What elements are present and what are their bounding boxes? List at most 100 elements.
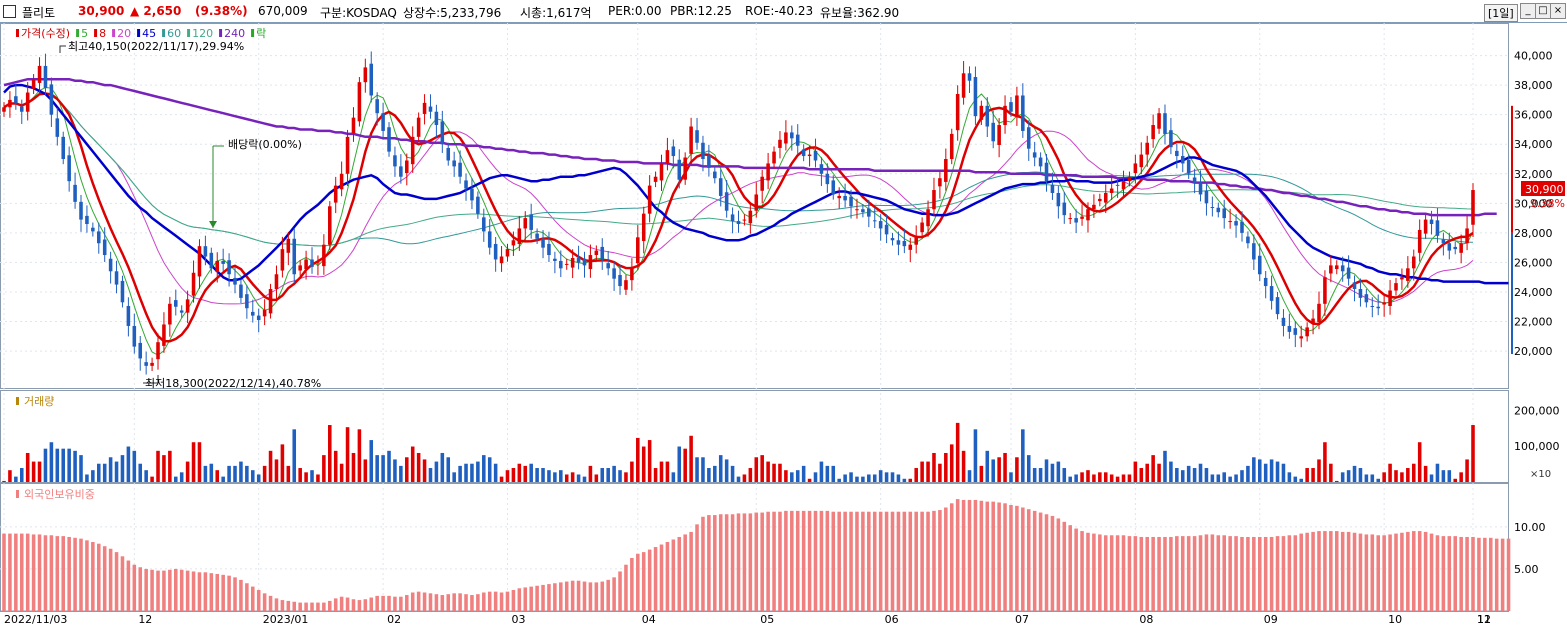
volume-bar xyxy=(724,459,729,482)
volume-bar xyxy=(61,448,66,482)
volume-bar xyxy=(138,463,143,482)
volume-bar xyxy=(547,470,551,482)
volume-bar xyxy=(298,468,302,482)
volume-bar xyxy=(114,461,119,482)
volume-bar xyxy=(345,427,350,482)
candle-body xyxy=(203,246,208,257)
volume-bar xyxy=(541,468,545,482)
axis-labels: 40,000 38,000 36,000 34,000 32,000 30,000 28,0… xyxy=(4,45,1560,626)
volume-unit: ×10 xyxy=(1530,469,1551,480)
volume-bar xyxy=(245,465,249,482)
close-icon[interactable]: × xyxy=(1550,3,1566,19)
foreign-bar xyxy=(1370,534,1375,611)
foreign-bar xyxy=(1269,536,1274,611)
volume-bar xyxy=(1044,459,1049,482)
foreign-bar xyxy=(144,568,148,611)
candle-body xyxy=(1441,239,1446,244)
candle-body xyxy=(707,155,711,168)
candle-body xyxy=(677,159,682,180)
candle-body xyxy=(14,96,18,103)
volume-bar xyxy=(979,465,984,482)
volume-bar xyxy=(570,472,575,482)
volume-bar xyxy=(144,470,148,482)
volume-bar xyxy=(1269,459,1274,482)
candle-body xyxy=(215,260,220,273)
foreign-bar xyxy=(19,533,24,611)
candle-body xyxy=(185,299,190,313)
foreign-bar xyxy=(162,570,166,611)
candle-body xyxy=(1216,207,1221,213)
volume-bar xyxy=(884,472,889,482)
volume-bar xyxy=(1394,470,1398,482)
time-tick-label: 05 xyxy=(760,613,774,626)
volume-bar xyxy=(914,468,918,482)
volume-bar xyxy=(659,461,664,482)
volume-bar xyxy=(1334,480,1339,482)
candle-body xyxy=(1299,336,1303,339)
legend-label: 8 xyxy=(99,27,106,40)
volume-bar xyxy=(564,474,569,482)
price-tick-label: 22,000 xyxy=(1514,316,1553,329)
volume-bar xyxy=(49,442,54,482)
foreign-bar xyxy=(535,585,539,611)
candle-body xyxy=(126,306,131,326)
foreign-bar xyxy=(618,571,622,611)
candle-body xyxy=(624,280,628,290)
legend-marker xyxy=(162,29,166,37)
foreign-bar xyxy=(1198,535,1203,611)
volume-bar xyxy=(1352,465,1357,482)
volume-bar xyxy=(1026,455,1031,482)
dividend-arrow-head xyxy=(209,221,217,228)
volume-bar xyxy=(191,442,196,482)
time-tick-label: 07 xyxy=(1015,613,1029,626)
foreign-bar xyxy=(43,535,48,611)
candle-body xyxy=(949,133,954,160)
foreign-bar xyxy=(1021,507,1025,611)
foreign-bar xyxy=(493,591,498,611)
volume-bar xyxy=(1192,468,1197,482)
candle-body xyxy=(268,289,273,314)
candle-body xyxy=(322,244,326,267)
candle-body xyxy=(393,155,397,167)
foreign-bar xyxy=(482,592,486,611)
volume-bar xyxy=(482,455,486,482)
volume-bar xyxy=(944,452,948,482)
volume-bar xyxy=(843,474,847,482)
foreign-bar xyxy=(286,600,291,611)
candle-body xyxy=(647,185,652,214)
candle-body xyxy=(944,159,948,182)
volume-bar xyxy=(1441,470,1446,482)
period-button[interactable]: [1일] xyxy=(1484,4,1518,22)
stock-chart: 40,000 38,000 36,000 34,000 32,000 30,000 28,0… xyxy=(0,23,1567,630)
foreign-bar xyxy=(647,549,652,611)
candle-body xyxy=(790,132,794,139)
candle-body xyxy=(108,258,113,272)
foreign-bar xyxy=(985,501,990,611)
candle-body xyxy=(849,196,853,207)
candle-body xyxy=(689,126,693,154)
volume-bar xyxy=(576,474,581,482)
maximize-icon[interactable]: □ xyxy=(1535,3,1551,19)
candle-body xyxy=(274,274,279,290)
volume-bar xyxy=(1175,468,1179,482)
volume-bar xyxy=(452,472,456,482)
minimize-icon[interactable]: _ xyxy=(1520,3,1536,19)
volume-bar xyxy=(878,470,883,482)
time-tick-label: 12 xyxy=(1477,613,1491,626)
foreign-bar xyxy=(310,602,314,611)
foreign-bar xyxy=(760,512,764,611)
volume-bar xyxy=(1406,468,1410,482)
candle-body xyxy=(1346,267,1351,279)
candle-body xyxy=(114,271,119,285)
foreign-bar xyxy=(1423,531,1428,611)
volume-value: 670,009 xyxy=(258,4,308,18)
volume-bar xyxy=(464,463,468,482)
moving-average-lines xyxy=(3,77,1509,356)
candle-body xyxy=(464,180,468,189)
candle-body xyxy=(884,224,889,235)
volume-bar xyxy=(1340,472,1345,482)
foreign-bar xyxy=(843,511,847,611)
pbr-value: PBR:12.25 xyxy=(670,4,732,18)
select-checkbox[interactable] xyxy=(3,5,16,18)
foreign-bar xyxy=(357,600,362,611)
